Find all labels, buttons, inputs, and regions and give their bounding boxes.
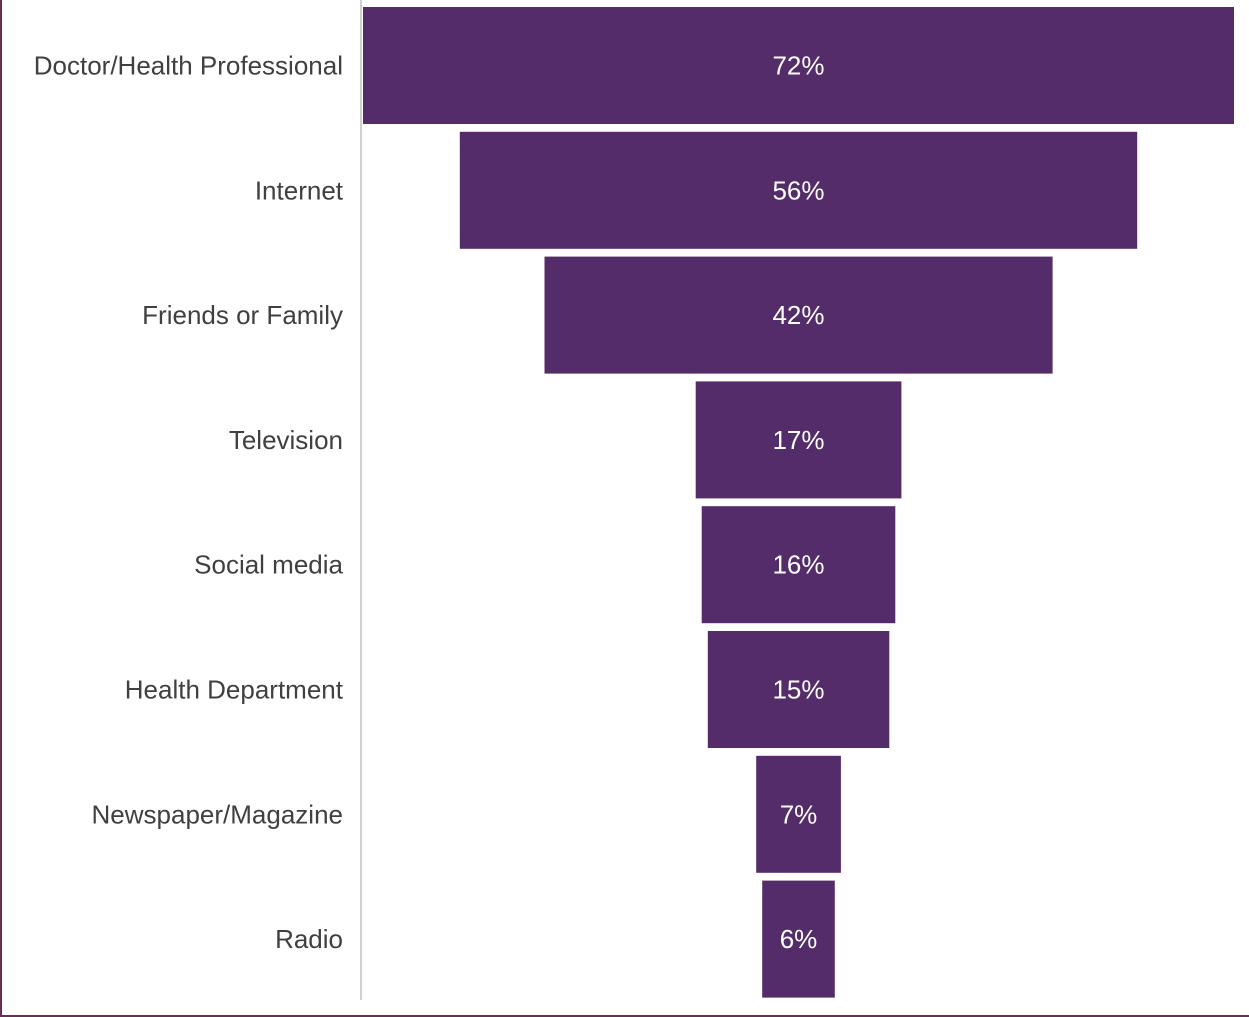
category-label-newspaper-magazine: Newspaper/Magazine: [92, 799, 343, 829]
category-label-friends-or-family: Friends or Family: [142, 300, 343, 330]
bar-internet: [459, 131, 1138, 249]
value-label-newspaper-magazine: 7%: [780, 799, 818, 829]
category-label-radio: Radio: [275, 924, 343, 954]
labels-group: 72% Doctor/Health Professional 56% Internet…: [34, 51, 825, 955]
bar-doctor-health-professional: [363, 7, 1234, 124]
value-label-television: 17%: [772, 425, 824, 455]
value-label-doctor-health-professional: 72%: [772, 51, 824, 81]
value-label-health-department: 15%: [772, 675, 824, 705]
bar-social-media: [701, 506, 896, 624]
category-label-internet: Internet: [255, 175, 344, 205]
bars-group: [363, 7, 1234, 998]
category-label-social-media: Social media: [194, 550, 343, 580]
bar-health-department: [707, 631, 890, 748]
bar-friends-or-family: [544, 256, 1053, 374]
value-label-radio: 6%: [780, 924, 818, 954]
value-label-social-media: 16%: [772, 550, 824, 580]
value-label-friends-or-family: 42%: [772, 300, 824, 330]
category-label-doctor-health-professional: Doctor/Health Professional: [34, 51, 343, 81]
category-label-health-department: Health Department: [125, 675, 344, 705]
bar-newspaper-magazine: [756, 755, 841, 873]
category-label-television: Television: [229, 425, 343, 455]
bar-radio: [762, 880, 835, 998]
bar-television: [695, 381, 902, 499]
value-label-internet: 56%: [772, 175, 824, 205]
